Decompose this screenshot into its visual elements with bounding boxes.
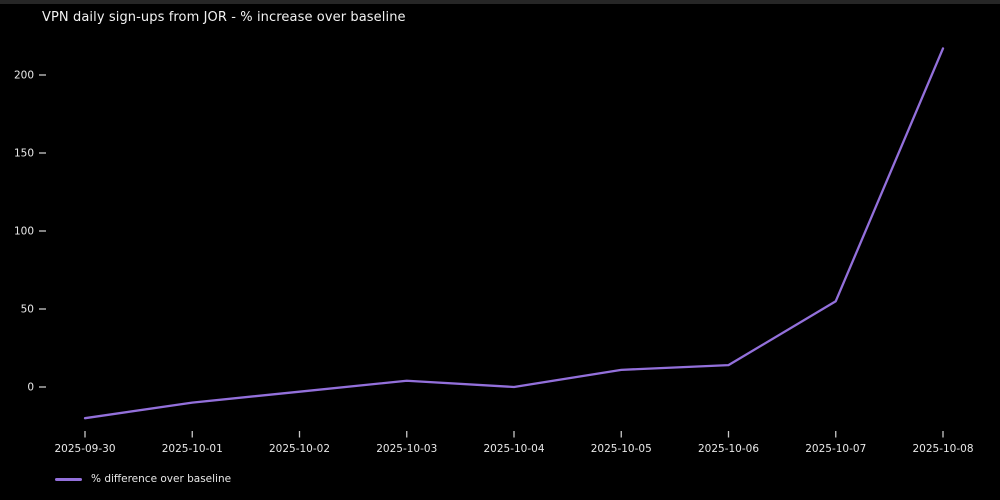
svg-text:0: 0 <box>27 382 34 394</box>
chart-title: VPN daily sign-ups from JOR - % increase… <box>42 10 406 25</box>
svg-text:2025-10-01: 2025-10-01 <box>162 443 223 455</box>
svg-text:2025-10-07: 2025-10-07 <box>805 443 866 455</box>
svg-text:200: 200 <box>14 70 34 82</box>
svg-text:2025-10-08: 2025-10-08 <box>912 443 973 455</box>
svg-text:2025-10-05: 2025-10-05 <box>591 443 652 455</box>
svg-text:2025-10-04: 2025-10-04 <box>483 443 544 455</box>
legend-line-swatch <box>55 477 82 481</box>
window-top-edge <box>0 0 1000 4</box>
svg-text:2025-10-03: 2025-10-03 <box>376 443 437 455</box>
svg-text:2025-09-30: 2025-09-30 <box>54 443 115 455</box>
legend-label: % difference over baseline <box>91 473 232 485</box>
svg-text:2025-10-02: 2025-10-02 <box>269 443 330 455</box>
legend: % difference over baseline <box>55 473 231 485</box>
svg-text:50: 50 <box>21 304 34 316</box>
svg-text:100: 100 <box>14 226 34 238</box>
svg-text:2025-10-06: 2025-10-06 <box>698 443 759 455</box>
svg-text:150: 150 <box>14 148 34 160</box>
